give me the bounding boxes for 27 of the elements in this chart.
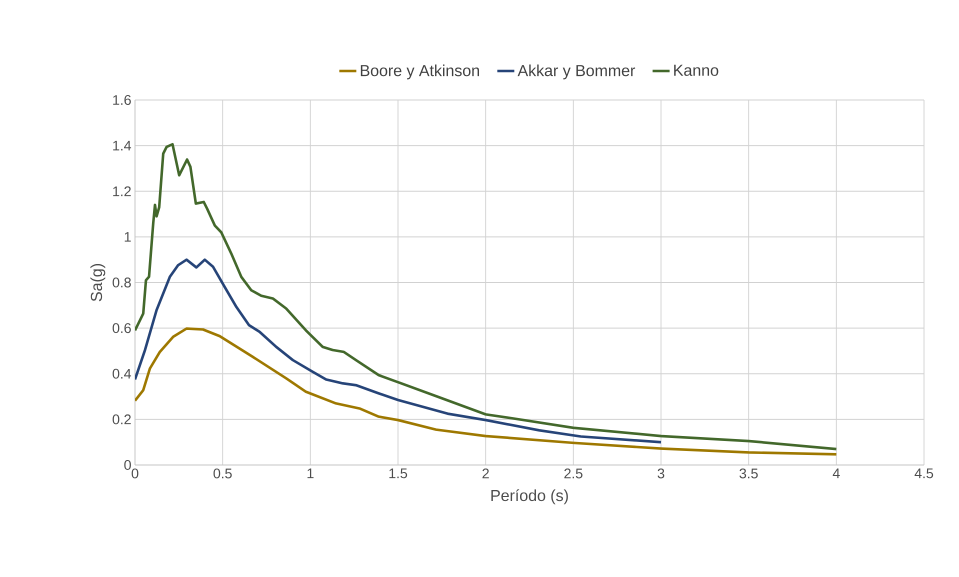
y-tick-label: 0.6 [112, 323, 131, 334]
y-tick-label: 1.6 [113, 95, 131, 105]
y-tick-label: 0.2 [112, 414, 131, 424]
x-tick-label: 2.5 [564, 468, 582, 478]
x-tick-label: 1 [308, 468, 314, 478]
x-tick-label: 3 [658, 468, 664, 478]
y-axis-title: Sa(g) [90, 264, 106, 302]
y-tick-label: 1.2 [113, 186, 131, 196]
x-tick-label: 0 [132, 468, 138, 478]
line-series [135, 327, 838, 456]
x-tick-label: 1.5 [389, 468, 408, 478]
x-tick-label: 0.5 [214, 468, 232, 478]
y-tick-label: 0.8 [112, 278, 131, 288]
x-tick-label: 4.5 [914, 468, 934, 478]
y-tick-label: 1 [124, 232, 131, 242]
y-tick-label: 1.4 [113, 140, 132, 150]
x-tick-label: 2 [482, 468, 489, 478]
x-tick-label: 4 [832, 468, 840, 478]
x-axis-title: Período (s) [491, 489, 568, 504]
line-series [135, 142, 838, 450]
legend-label: Akkar y Bommer [518, 64, 636, 80]
y-tick-label: 0 [124, 460, 131, 470]
line-series [135, 258, 662, 444]
y-tick-label: 0.4 [112, 368, 132, 379]
legend-label: Boore y Atkinson [360, 64, 480, 80]
legend-label: Kanno [674, 64, 718, 76]
x-tick-label: 3.5 [740, 468, 758, 478]
